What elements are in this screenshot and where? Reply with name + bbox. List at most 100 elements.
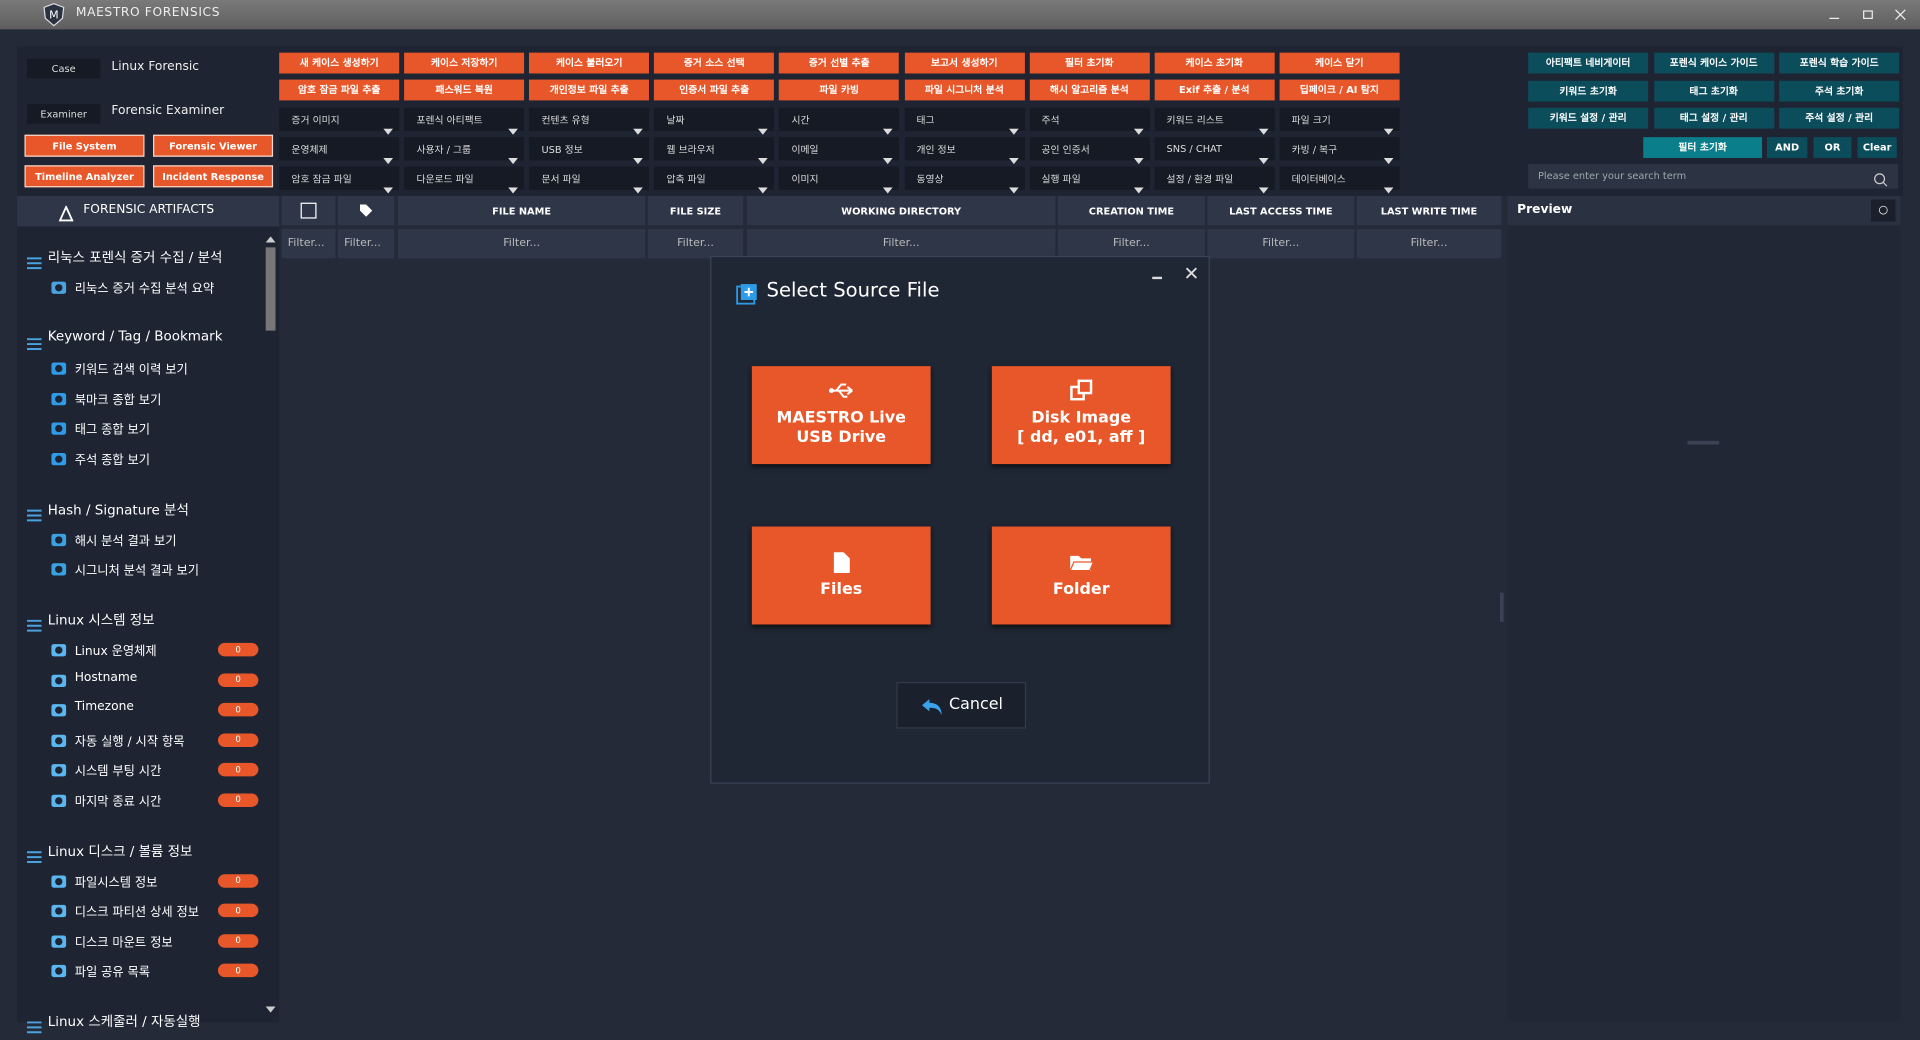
filter-dropdown[interactable]: 문서 파일 <box>529 166 650 194</box>
filter-dropdown[interactable]: 시간 <box>779 107 900 135</box>
column-header[interactable]: FILE SIZE <box>647 195 744 226</box>
item-label[interactable]: 북마크 종합 보기 <box>74 393 162 408</box>
search-button[interactable]: OR <box>1813 137 1852 158</box>
item-label[interactable]: 해시 분석 결과 보기 <box>74 534 177 548</box>
action-button[interactable]: 케이스 불러오기 <box>529 52 650 74</box>
source-option[interactable]: Folder <box>991 526 1171 625</box>
group-title[interactable]: Linux 스케줄러 / 자동실행 <box>47 1013 201 1030</box>
search-button[interactable]: Clear <box>1857 137 1897 158</box>
right-button[interactable]: 태그 초기화 <box>1653 80 1774 102</box>
item-label[interactable]: 디스크 파티션 상세 정보 <box>74 906 200 920</box>
action-button[interactable]: 암호 잠금 파일 추출 <box>279 79 400 101</box>
column-filter[interactable]: Filter... <box>337 228 395 259</box>
group-title[interactable]: Linux 시스템 정보 <box>47 612 155 629</box>
filter-dropdown[interactable]: 다운로드 파일 <box>404 166 525 194</box>
column-header[interactable] <box>337 195 395 226</box>
right-button[interactable]: 태그 설정 / 관리 <box>1653 107 1774 129</box>
action-button[interactable]: 해시 알고리즘 분석 <box>1029 79 1150 101</box>
column-header[interactable]: FILE NAME <box>397 195 646 226</box>
action-button[interactable]: 새 케이스 생성하기 <box>279 52 400 74</box>
action-button[interactable]: 증거 선별 추출 <box>779 52 900 74</box>
source-option[interactable]: Disk Image[ dd, e01, aff ] <box>991 366 1171 465</box>
item-label[interactable]: 태그 종합 보기 <box>74 423 151 438</box>
column-filter[interactable]: Filter... <box>647 228 744 259</box>
group-title[interactable]: 리눅스 포렌식 증거 수집 / 분석 <box>47 249 223 266</box>
item-label[interactable]: Hostname <box>74 670 138 684</box>
filter-dropdown[interactable]: SNS / CHAT <box>1154 137 1275 165</box>
filter-dropdown[interactable]: 압축 파일 <box>654 166 775 194</box>
right-button[interactable]: 주석 초기화 <box>1779 80 1900 102</box>
group-title[interactable]: Linux 디스크 / 볼륨 정보 <box>47 843 193 859</box>
action-button[interactable]: 증거 소스 선택 <box>654 52 775 74</box>
column-header[interactable]: LAST WRITE TIME <box>1356 195 1502 226</box>
filter-dropdown[interactable]: 컨텐츠 유형 <box>529 107 650 135</box>
filter-dropdown[interactable]: 사용자 / 그룹 <box>404 137 525 165</box>
source-option[interactable]: Files <box>751 526 931 625</box>
column-filter[interactable]: Filter... <box>1057 228 1205 259</box>
filter-dropdown[interactable]: 설정 / 환경 파일 <box>1154 166 1275 194</box>
filter-dropdown[interactable]: 공인 인증서 <box>1029 137 1150 165</box>
filter-dropdown[interactable]: 포렌식 아티팩트 <box>404 107 525 135</box>
item-label[interactable]: 파일시스템 정보 <box>74 876 158 890</box>
filter-dropdown[interactable]: 암호 잠금 파일 <box>279 166 400 194</box>
right-button[interactable]: 아티팩트 네비게이터 <box>1528 52 1649 74</box>
filter-dropdown[interactable]: 태그 <box>904 107 1025 135</box>
item-label[interactable]: 시스템 부팅 시간 <box>74 765 162 779</box>
item-label[interactable]: 리눅스 증거 수집 분석 요약 <box>74 282 215 297</box>
column-header[interactable] <box>281 195 336 226</box>
item-label[interactable]: 시그니처 분석 결과 보기 <box>74 564 200 578</box>
preview-button[interactable]: ○ <box>1871 199 1896 222</box>
action-button[interactable]: 패스워드 복원 <box>404 79 525 101</box>
item-label[interactable]: Timezone <box>74 700 134 714</box>
group-title[interactable]: Hash / Signature 분석 <box>47 501 189 518</box>
filter-dropdown[interactable]: 동영상 <box>904 166 1025 194</box>
nav-button[interactable]: Forensic Viewer <box>153 134 274 157</box>
search-button[interactable]: AND <box>1766 137 1808 158</box>
filter-dropdown[interactable]: 키워드 리스트 <box>1154 107 1275 135</box>
filter-dropdown[interactable]: USB 정보 <box>529 137 650 165</box>
column-filter[interactable]: Filter... <box>281 228 336 259</box>
action-button[interactable]: 개인정보 파일 추출 <box>529 79 650 101</box>
action-button[interactable]: 딥페이크 / AI 탐지 <box>1279 79 1400 101</box>
nav-button[interactable]: Timeline Analyzer <box>24 165 145 188</box>
action-button[interactable]: 파일 시그니처 분석 <box>904 79 1025 101</box>
right-button[interactable]: 포렌식 학습 가이드 <box>1779 52 1900 74</box>
right-button[interactable]: 주석 설정 / 관리 <box>1779 107 1900 129</box>
action-button[interactable]: 케이스 저장하기 <box>404 52 525 74</box>
action-button[interactable]: 필터 초기화 <box>1029 52 1150 74</box>
action-button[interactable]: 보고서 생성하기 <box>904 52 1025 74</box>
item-label[interactable]: 디스크 마운트 정보 <box>74 936 173 950</box>
column-filter[interactable]: Filter... <box>397 228 646 259</box>
filter-dropdown[interactable]: 데이터베이스 <box>1279 166 1400 194</box>
filter-dropdown[interactable]: 카빙 / 복구 <box>1279 137 1400 165</box>
action-button[interactable]: Exif 추출 / 분석 <box>1154 79 1275 101</box>
filter-dropdown[interactable]: 파일 크기 <box>1279 107 1400 135</box>
column-filter[interactable]: Filter... <box>1207 228 1355 259</box>
filter-dropdown[interactable]: 주석 <box>1029 107 1150 135</box>
search-button[interactable]: 필터 초기화 <box>1643 137 1763 158</box>
filter-dropdown[interactable]: 웹 브라우저 <box>654 137 775 165</box>
filter-dropdown[interactable]: 운영체제 <box>279 137 400 165</box>
search-box[interactable]: Please enter your search term <box>1528 164 1898 189</box>
source-option[interactable]: MAESTRO Live USB Drive <box>751 366 931 465</box>
filter-dropdown[interactable]: 이메일 <box>779 137 900 165</box>
item-label[interactable]: Linux 운영체제 <box>74 645 157 659</box>
item-label[interactable]: 마지막 종료 시간 <box>74 795 162 809</box>
filter-dropdown[interactable]: 증거 이미지 <box>279 107 400 135</box>
item-label[interactable]: 파일 공유 목록 <box>74 966 151 980</box>
nav-button[interactable]: Incident Response <box>153 165 274 188</box>
filter-dropdown[interactable]: 날짜 <box>654 107 775 135</box>
cancel-button[interactable]: Cancel <box>896 682 1027 729</box>
item-label[interactable]: 주석 종합 보기 <box>74 453 151 468</box>
action-button[interactable]: 케이스 초기화 <box>1154 52 1275 74</box>
column-header[interactable]: LAST ACCESS TIME <box>1207 195 1355 226</box>
action-button[interactable]: 파일 카빙 <box>779 79 900 101</box>
right-button[interactable]: 키워드 설정 / 관리 <box>1528 107 1649 129</box>
column-header[interactable]: CREATION TIME <box>1057 195 1205 226</box>
column-filter[interactable]: Filter... <box>1356 228 1502 259</box>
filter-dropdown[interactable]: 이미지 <box>779 166 900 194</box>
item-label[interactable]: 자동 실행 / 시작 항목 <box>74 735 185 749</box>
filter-dropdown[interactable]: 실행 파일 <box>1029 166 1150 194</box>
column-filter[interactable]: Filter... <box>746 228 1056 259</box>
action-button[interactable]: 인증서 파일 추출 <box>654 79 775 101</box>
